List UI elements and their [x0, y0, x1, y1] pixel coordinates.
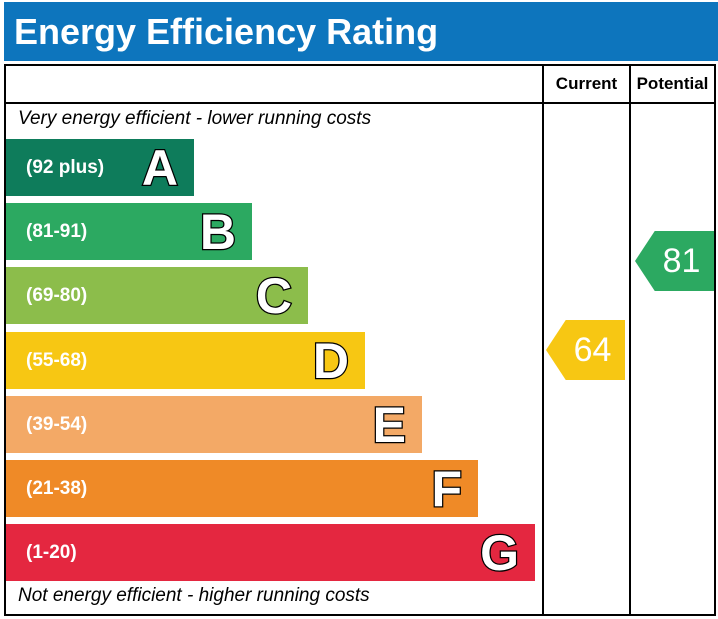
band-letter: G: [479, 524, 520, 581]
band-letter: A: [141, 139, 180, 196]
band-letter: B: [199, 203, 238, 260]
band-row-g: (1-20) G: [6, 524, 535, 581]
band-range-label: (39-54): [26, 413, 88, 435]
band-range-label: (92 plus): [26, 156, 105, 178]
band-row-d: (55-68) D: [6, 332, 365, 389]
band-letter: F: [430, 460, 463, 517]
band-row-c: (69-80) C: [6, 267, 308, 324]
band-row-a: (92 plus) A: [6, 139, 194, 196]
band-row-e: (39-54) E: [6, 396, 422, 453]
band-range-label: (1-20): [26, 541, 77, 563]
band-row-b: (81-91) B: [6, 203, 252, 260]
potential-marker-value: 81: [662, 242, 701, 280]
top-caption: Very energy efficient - lower running co…: [18, 108, 372, 129]
band-range-label: (55-68): [26, 349, 88, 371]
band-letter: D: [312, 332, 351, 389]
potential-column-header: Potential: [636, 74, 709, 93]
page-title: Energy Efficiency Rating: [14, 10, 439, 52]
potential-column-divider: [629, 66, 631, 614]
band-range-label: (81-91): [26, 220, 88, 242]
band-range-label: (21-38): [26, 477, 88, 499]
potential-marker: 81: [635, 231, 714, 291]
band-row-f: (21-38) F: [6, 460, 478, 517]
bottom-caption: Not energy efficient - higher running co…: [18, 585, 370, 606]
current-marker: 64: [546, 320, 625, 380]
band-letter: E: [371, 396, 407, 453]
rating-table: Current Potential Very energy efficient …: [4, 64, 716, 616]
table-header-row: Current Potential: [6, 66, 714, 104]
band-range-label: (69-80): [26, 284, 88, 306]
band-letter: C: [255, 267, 294, 324]
current-column-divider: [542, 66, 544, 614]
current-column-header: Current: [555, 74, 618, 93]
title-bar: Energy Efficiency Rating: [4, 2, 718, 61]
current-marker-value: 64: [573, 331, 612, 369]
